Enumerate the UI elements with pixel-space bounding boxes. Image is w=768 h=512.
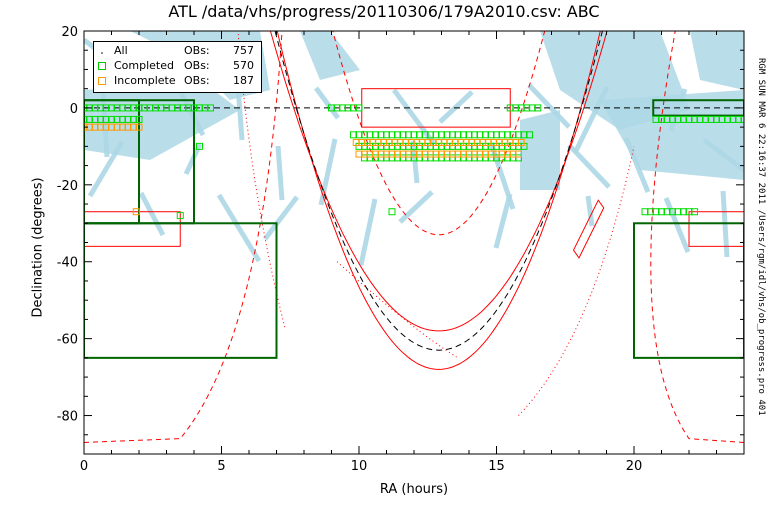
completed-ob-marker: [691, 208, 698, 216]
legend-square-orange-icon: [98, 77, 106, 85]
y-tick-label: -40: [57, 256, 78, 271]
incomplete-ob-marker: [517, 139, 525, 147]
legend-count: 570: [233, 59, 254, 72]
milky-way-streak: [702, 138, 744, 172]
milky-way-streak: [138, 191, 166, 237]
milky-way-streak: [398, 190, 434, 224]
incomplete-ob-marker: [132, 208, 140, 216]
completed-ob-marker: [135, 115, 143, 123]
completed-ob-marker: [207, 104, 214, 112]
chart-title: ATL /data/vhs/progress/20110306/179A2010…: [168, 2, 600, 21]
ob-markers: [84, 104, 744, 220]
dotted-limit-right: [518, 146, 635, 416]
x-tick-label: 0: [80, 459, 88, 474]
y-tick-label: -20: [57, 179, 78, 194]
completed-ob-marker: [176, 212, 184, 220]
milky-way-streak: [313, 86, 341, 120]
incomplete-ob-marker: [135, 123, 143, 131]
ecliptic-line: [274, 31, 603, 351]
legend-entry-completed: Completed OBs: 570: [98, 59, 258, 73]
legend-name: All: [114, 44, 128, 57]
legend-obs-label: OBs:: [184, 74, 210, 87]
axes: 0 5 10 15 20 20 0 -20 -40 -60 -80: [57, 25, 745, 474]
completed-ob-marker: [355, 104, 363, 112]
milky-way-streak: [263, 195, 299, 241]
y-tick-label: -60: [57, 333, 78, 348]
galactic-plane-lower-edge: [276, 31, 601, 370]
survey-region-box: [652, 99, 744, 117]
red-region-box: [688, 211, 744, 247]
completed-ob-marker: [534, 104, 542, 112]
completed-ob-marker: [388, 208, 396, 216]
survey-region-box: [84, 222, 278, 359]
milky-way-streak: [493, 193, 513, 249]
red-region-box: [84, 211, 181, 247]
side-annotation-text: RGM SUN MAR 6 22:16:37 2011 /Users/rgm/i…: [756, 58, 766, 416]
x-tick-label: 10: [351, 459, 368, 474]
milky-way-streak: [87, 140, 125, 198]
y-tick-label: 0: [70, 102, 78, 117]
survey-region-box: [633, 222, 744, 359]
milky-way-streak: [216, 193, 262, 263]
y-tick-label: 20: [61, 25, 78, 40]
milky-way-region: [600, 90, 744, 180]
x-tick-label: 20: [626, 459, 643, 474]
milky-way-streak: [410, 140, 420, 184]
x-tick-label: 15: [488, 459, 505, 474]
milky-way-streak: [318, 138, 338, 206]
tilted-region-box: [572, 199, 605, 259]
milky-way-streak: [358, 198, 378, 266]
legend-count: 187: [233, 74, 254, 87]
legend-name: Completed: [114, 59, 174, 72]
galactic-limit-left: [84, 31, 283, 443]
galactic-latitude-limit: [332, 31, 546, 236]
legend-dot-icon: [98, 46, 106, 54]
completed-ob-marker: [526, 131, 533, 139]
dotted-limit-center: [336, 261, 459, 359]
legend-obs-label: OBs:: [184, 59, 210, 72]
legend-count: 757: [233, 44, 254, 57]
milky-way-region: [300, 31, 360, 80]
milky-way-streak: [235, 85, 245, 141]
milky-way-streak: [585, 195, 595, 227]
milky-way-streak: [623, 137, 651, 193]
milky-way-streak: [668, 88, 688, 132]
legend-name: Incomplete: [114, 74, 176, 87]
milky-way-streak: [572, 85, 610, 155]
legend-entry-incomplete: Incomplete OBs: 187: [98, 74, 258, 88]
milky-way-region: [520, 110, 560, 190]
completed-ob-marker: [740, 115, 744, 123]
milky-way-streak: [275, 145, 285, 201]
side-annotation: RGM SUN MAR 6 22:16:37 2011 /Users/rgm/i…: [756, 54, 768, 454]
y-axis-label: Declination (degrees): [30, 177, 46, 318]
legend-obs-label: OBs:: [184, 44, 210, 57]
milky-way-streak: [438, 90, 474, 124]
legend: All OBs: 757 Completed OBs: 570 Incomple…: [93, 41, 262, 93]
region-boxes: [84, 88, 744, 359]
completed-ob-marker: [515, 154, 522, 162]
y-tick-label: -80: [57, 410, 78, 425]
milky-way-streak: [527, 83, 571, 129]
legend-entry-all: All OBs: 757: [98, 44, 258, 58]
survey-region-box: [84, 99, 140, 225]
milky-way-region: [690, 31, 744, 90]
completed-ob-marker: [196, 142, 203, 150]
incomplete-ob-marker: [515, 150, 522, 158]
x-axis-label: RA (hours): [379, 482, 449, 497]
legend-square-green-icon: [98, 62, 106, 70]
x-tick-label: 5: [217, 459, 225, 474]
milky-way-streak: [663, 197, 691, 253]
